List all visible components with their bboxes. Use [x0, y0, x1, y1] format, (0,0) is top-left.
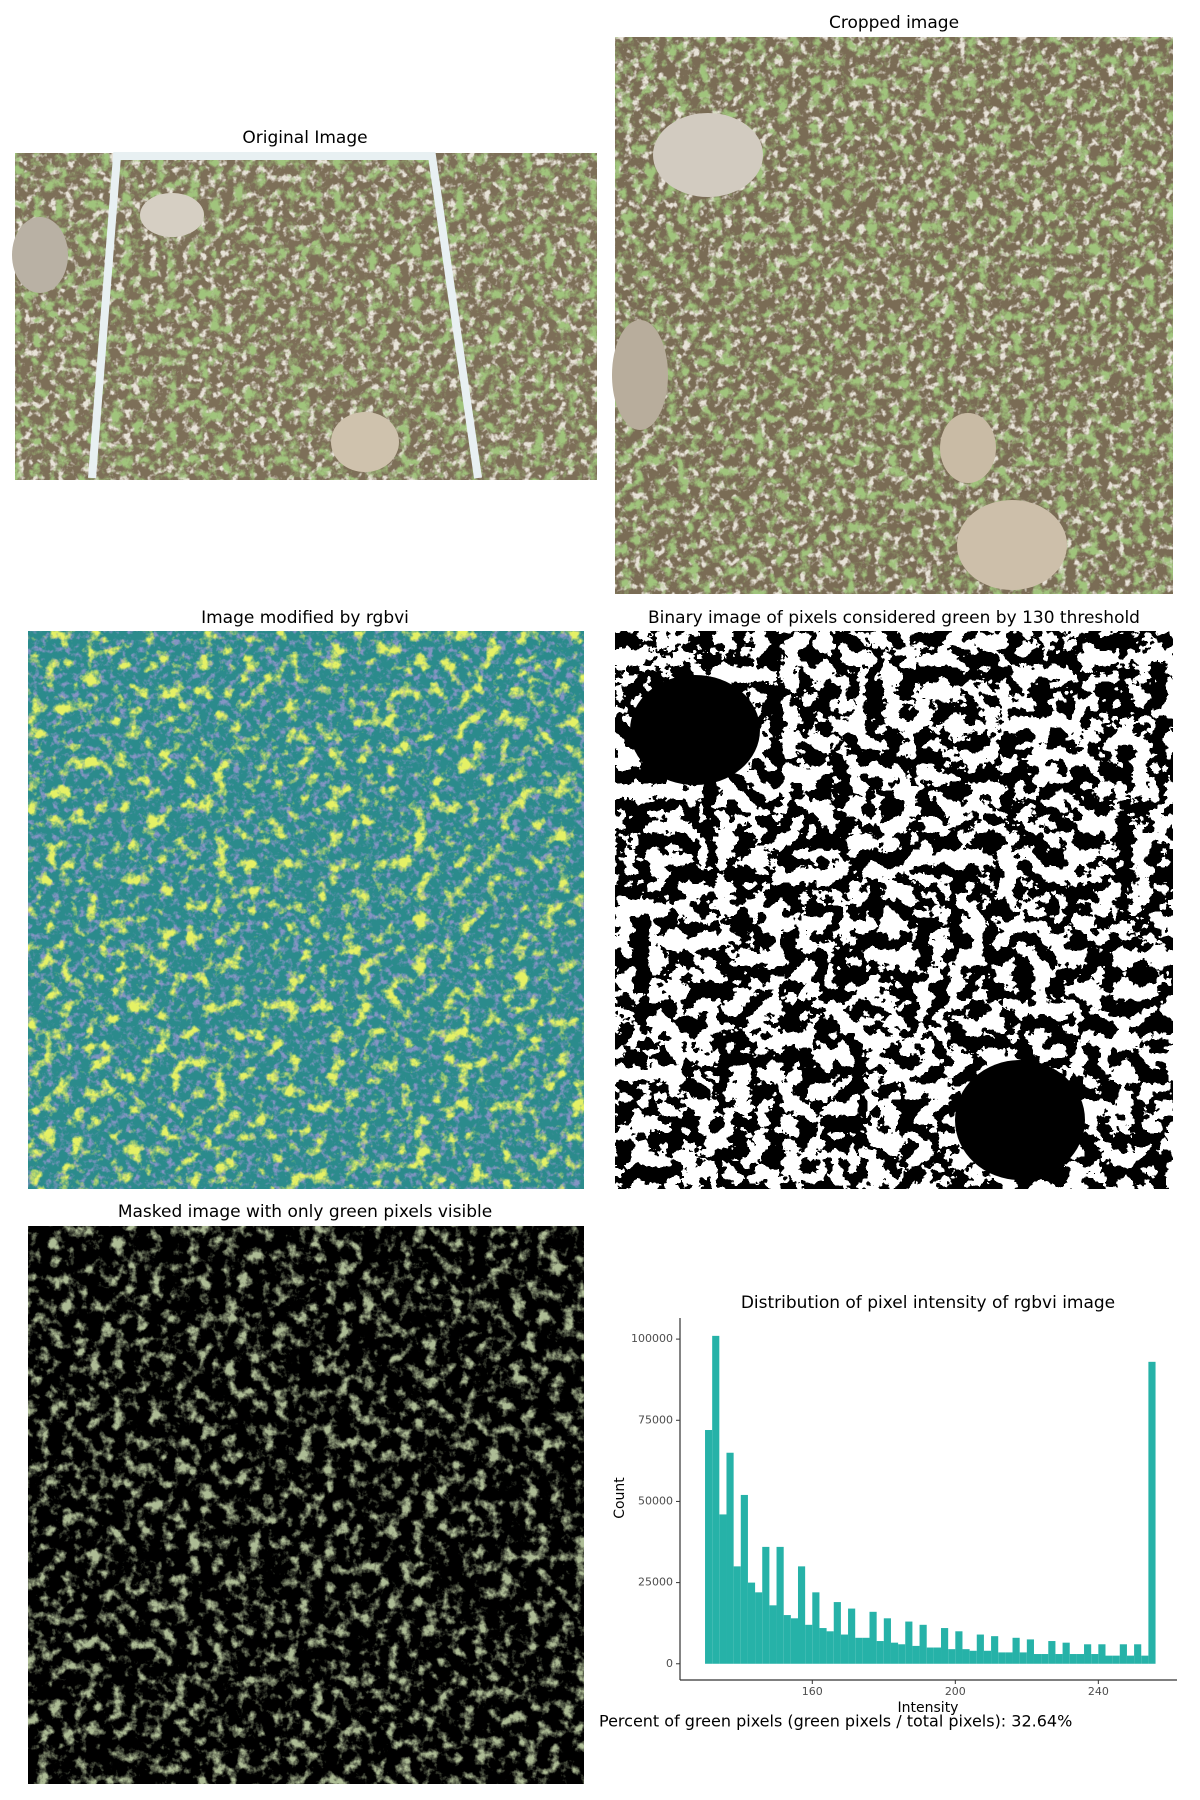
- histogram-bar: [933, 1647, 942, 1664]
- histogram-bar: [740, 1494, 748, 1664]
- histogram-bar: [776, 1546, 784, 1664]
- histogram-bar: [1062, 1642, 1070, 1664]
- histogram-bar: [1033, 1654, 1042, 1664]
- y-tick-label: 50000: [638, 1494, 673, 1507]
- histogram-bar: [1005, 1652, 1013, 1664]
- histogram-bar: [998, 1652, 1006, 1664]
- histogram-bar: [1091, 1654, 1099, 1664]
- histogram-bar: [1019, 1652, 1027, 1664]
- histogram-bar: [733, 1566, 741, 1664]
- histogram-bar: [1048, 1641, 1056, 1664]
- histogram-bar: [976, 1634, 984, 1664]
- histogram-bar: [876, 1641, 884, 1664]
- x-axis-label: Intensity: [898, 1700, 959, 1716]
- y-tick-label: 100000: [631, 1332, 673, 1345]
- panel-title: Masked image with only green pixels visi…: [118, 1202, 492, 1222]
- histogram-bar: [848, 1608, 856, 1664]
- histogram-bar: [948, 1649, 956, 1664]
- original-image: [12, 152, 597, 480]
- histogram-bar: [1076, 1654, 1085, 1664]
- histogram-bar: [983, 1650, 992, 1664]
- histogram-bar: [1112, 1655, 1120, 1664]
- chart-title: Distribution of pixel intensity of rgbvi…: [741, 1293, 1115, 1313]
- histogram-bar: [962, 1649, 970, 1664]
- histogram-bar: [726, 1452, 734, 1664]
- histogram-bar: [969, 1650, 977, 1664]
- histogram-bar: [826, 1631, 834, 1664]
- y-tick-label: 25000: [638, 1576, 673, 1589]
- y-tick-label: 0: [666, 1657, 673, 1670]
- histogram-bar: [869, 1611, 877, 1664]
- histogram-bar: [1119, 1644, 1127, 1664]
- cropped-image: [612, 37, 1173, 594]
- histogram-bar: [762, 1546, 770, 1664]
- histogram-bar: [883, 1618, 891, 1664]
- histogram-bar: [1141, 1655, 1149, 1664]
- histogram-bar: [819, 1628, 827, 1664]
- histogram-bar: [1026, 1639, 1034, 1664]
- x-tick-label: 160: [802, 1685, 823, 1698]
- histogram-bar: [919, 1624, 927, 1664]
- x-tick-label: 200: [945, 1685, 966, 1698]
- histogram-bar: [912, 1645, 920, 1664]
- panel-title: Binary image of pixels considered green …: [648, 608, 1140, 628]
- histogram-bar: [797, 1566, 806, 1664]
- histogram-bar: [1041, 1654, 1049, 1664]
- masked-image: [28, 1226, 584, 1784]
- histogram-bar: [955, 1631, 963, 1664]
- histogram-bar: [833, 1602, 841, 1664]
- y-axis-label: Count: [612, 1477, 628, 1519]
- panel-title: Image modified by rgbvi: [201, 608, 409, 628]
- histogram-bar: [1134, 1644, 1142, 1664]
- histogram-bar: [712, 1335, 720, 1664]
- histogram-bar: [783, 1615, 791, 1664]
- histogram-bar: [747, 1582, 756, 1664]
- histogram-bar: [905, 1621, 913, 1664]
- histogram-bar: [1055, 1654, 1063, 1664]
- plot-area: 0 25000 50000 75000 100000 160 200 240: [631, 1332, 1156, 1698]
- panel-title: Cropped image: [829, 13, 959, 33]
- histogram-bar: [805, 1624, 813, 1664]
- histogram-bar: [719, 1514, 727, 1664]
- histogram-bar: [890, 1642, 899, 1664]
- histogram-bar: [769, 1605, 777, 1664]
- binary-image: [615, 631, 1173, 1189]
- histogram-bar: [1069, 1654, 1077, 1664]
- histogram-bar: [991, 1636, 999, 1664]
- histogram-bar: [790, 1618, 798, 1664]
- x-tick-label: 240: [1088, 1685, 1109, 1698]
- histogram-bar: [1148, 1361, 1156, 1664]
- histogram-bar: [941, 1628, 949, 1664]
- rgbvi-image: [28, 631, 584, 1189]
- histogram-bar: [855, 1637, 863, 1664]
- footer-text: Percent of green pixels (green pixels / …: [599, 1712, 1072, 1731]
- histogram-bar: [1098, 1644, 1106, 1664]
- histogram-bar: [840, 1634, 849, 1664]
- histogram-bar: [705, 1430, 713, 1664]
- panel-title: Original Image: [242, 128, 367, 148]
- histogram-bar: [1126, 1655, 1135, 1664]
- histogram-bar: [1084, 1644, 1092, 1664]
- histogram-bar: [862, 1637, 870, 1664]
- histogram-bar: [926, 1647, 934, 1664]
- histogram-bar: [1012, 1637, 1020, 1664]
- y-tick-label: 75000: [638, 1413, 673, 1426]
- histogram-bar: [755, 1592, 763, 1664]
- histogram-bar: [812, 1592, 820, 1664]
- histogram-bar: [1105, 1655, 1113, 1664]
- histogram-bar: [898, 1644, 906, 1664]
